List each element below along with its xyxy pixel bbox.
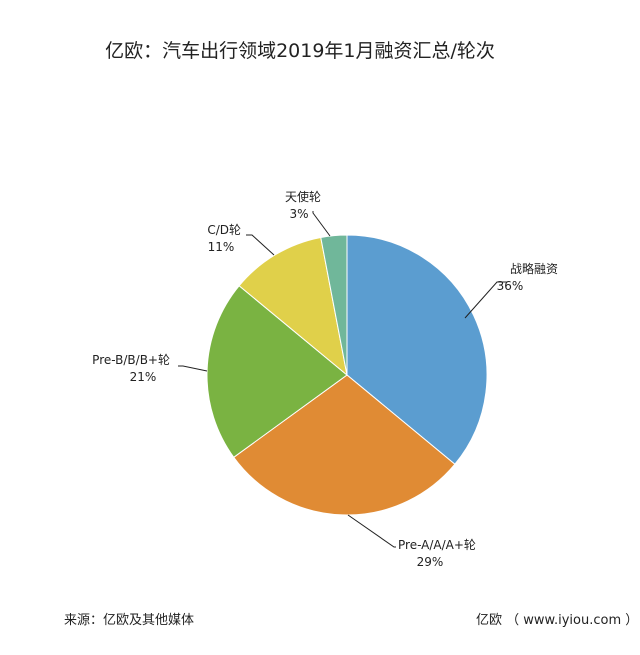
slice-label-value-1: 29% <box>417 555 444 569</box>
pie-slice-2 <box>206 285 348 458</box>
slice-label-name-3: C/D轮 <box>207 223 241 237</box>
slice-label-value-0: 36% <box>497 279 524 293</box>
chart-title: 亿欧：汽车出行领域2019年1月融资汇总/轮次 <box>105 40 495 62</box>
brand-note: 亿欧 （ www.iyiou.com ） <box>476 613 639 628</box>
slice-label-name-1: Pre-A/A/A+轮 <box>398 538 476 552</box>
leader-line-4 <box>312 211 331 237</box>
pie-slice-0 <box>346 234 488 465</box>
leader-line-1 <box>347 514 396 548</box>
pie-slice-3 <box>238 236 348 377</box>
pie-slice-4 <box>320 234 348 376</box>
slice-label-value-4: 3% <box>289 207 308 221</box>
leader-line-3 <box>246 234 275 256</box>
slice-label-value-2: 21% <box>130 370 157 384</box>
slice-label-name-2: Pre-B/B/B+轮 <box>92 353 170 367</box>
leader-line-2 <box>178 365 208 372</box>
slice-label-name-4: 天使轮 <box>285 189 321 204</box>
source-note: 来源：亿欧及其他媒体 <box>64 613 195 628</box>
slice-label-value-3: 11% <box>208 240 235 254</box>
slice-label-name-0: 战略融资 <box>510 261 558 276</box>
pie-slice-1 <box>233 374 456 516</box>
leader-line-0 <box>464 281 507 319</box>
